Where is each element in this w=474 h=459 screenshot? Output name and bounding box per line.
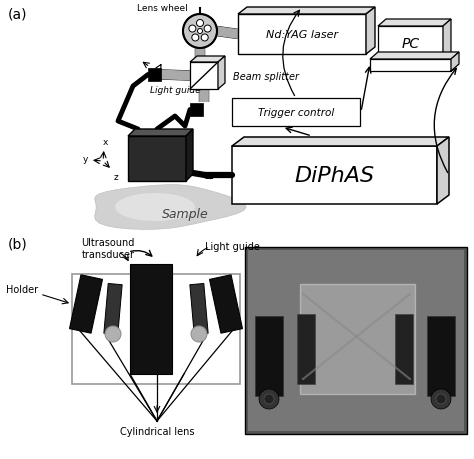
Polygon shape (186, 130, 193, 182)
Polygon shape (128, 130, 193, 137)
Polygon shape (232, 138, 449, 147)
Text: Cylindrical lens: Cylindrical lens (120, 426, 194, 436)
FancyBboxPatch shape (248, 251, 464, 431)
Polygon shape (190, 57, 225, 63)
Polygon shape (190, 284, 208, 335)
FancyBboxPatch shape (238, 15, 366, 55)
Text: PC: PC (401, 38, 419, 51)
Text: DiPhAS: DiPhAS (294, 166, 374, 185)
Text: (a): (a) (8, 8, 27, 22)
Polygon shape (210, 275, 243, 333)
FancyBboxPatch shape (300, 285, 415, 394)
FancyBboxPatch shape (297, 314, 315, 384)
Text: Light guide: Light guide (205, 241, 260, 252)
Polygon shape (238, 8, 375, 15)
FancyBboxPatch shape (130, 264, 172, 374)
FancyBboxPatch shape (148, 69, 161, 82)
Polygon shape (95, 185, 246, 230)
Circle shape (431, 389, 451, 409)
Text: Lens wheel: Lens wheel (137, 4, 188, 13)
Circle shape (191, 326, 207, 342)
FancyBboxPatch shape (190, 104, 203, 117)
FancyBboxPatch shape (378, 27, 443, 62)
Circle shape (259, 389, 279, 409)
Polygon shape (366, 8, 375, 55)
Circle shape (189, 26, 196, 33)
Polygon shape (70, 275, 102, 333)
FancyBboxPatch shape (190, 63, 218, 90)
Circle shape (264, 394, 274, 404)
FancyBboxPatch shape (395, 314, 413, 384)
FancyBboxPatch shape (427, 316, 455, 396)
Circle shape (198, 29, 202, 34)
Polygon shape (443, 20, 451, 62)
Polygon shape (378, 20, 451, 27)
Text: Ultrasound
transducer: Ultrasound transducer (82, 237, 135, 259)
Circle shape (204, 26, 211, 33)
Text: Trigger control: Trigger control (258, 108, 334, 118)
Text: Light guide: Light guide (150, 86, 201, 95)
Polygon shape (370, 53, 459, 60)
Text: Beam splitter: Beam splitter (233, 71, 299, 81)
Text: (b): (b) (8, 237, 28, 252)
Text: Holder: Holder (6, 285, 38, 294)
Text: Nd:YAG laser: Nd:YAG laser (266, 30, 338, 40)
Text: x: x (102, 138, 108, 147)
Circle shape (192, 35, 199, 42)
Text: Sample: Sample (162, 208, 209, 221)
FancyBboxPatch shape (232, 147, 437, 205)
Text: y: y (82, 155, 88, 164)
Polygon shape (451, 53, 459, 72)
Polygon shape (104, 284, 122, 335)
Polygon shape (115, 194, 195, 222)
FancyBboxPatch shape (245, 247, 467, 434)
FancyBboxPatch shape (370, 60, 451, 72)
Circle shape (197, 21, 203, 28)
Text: z: z (114, 173, 119, 182)
FancyBboxPatch shape (255, 316, 283, 396)
Circle shape (105, 326, 121, 342)
FancyBboxPatch shape (232, 99, 360, 127)
Polygon shape (218, 57, 225, 90)
Polygon shape (437, 138, 449, 205)
Circle shape (436, 394, 446, 404)
Circle shape (183, 15, 217, 49)
Circle shape (201, 35, 208, 42)
Polygon shape (128, 137, 186, 182)
